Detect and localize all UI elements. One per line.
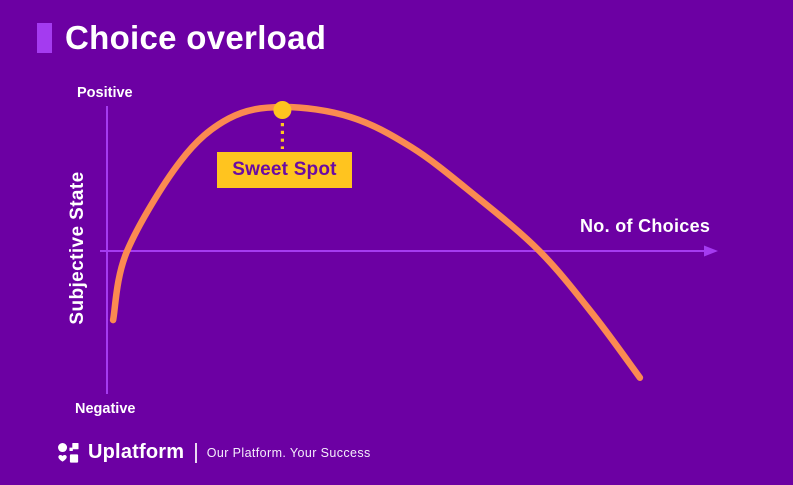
uplatform-logo-icon [58, 442, 79, 463]
header: Choice overload [37, 21, 326, 54]
logo-circle-shape [58, 442, 68, 452]
y-axis-positive-label: Positive [77, 85, 133, 101]
logo-square-small-shape [72, 442, 79, 449]
sweet-spot-callout: Sweet Spot [217, 152, 352, 188]
brand-tagline: Our Platform. Your Success [206, 445, 371, 460]
page-title: Choice overload [65, 19, 327, 56]
brand-name: Uplatform [88, 441, 185, 463]
curve-path [109, 103, 644, 381]
footer: Uplatform Our Platform. Your Success [58, 441, 371, 464]
x-axis-arrowhead [704, 245, 718, 257]
peak-dot [273, 101, 292, 119]
logo-square-shape [69, 453, 79, 463]
title-accent-bar [37, 22, 52, 53]
x-axis-title: No. of Choices [580, 216, 711, 236]
y-axis-title: Subjective State [67, 171, 88, 325]
logo-heart-shape [58, 454, 67, 462]
y-axis-negative-label: Negative [75, 401, 136, 417]
footer-divider [195, 442, 197, 463]
logo-square-tiny-shape [69, 447, 73, 451]
